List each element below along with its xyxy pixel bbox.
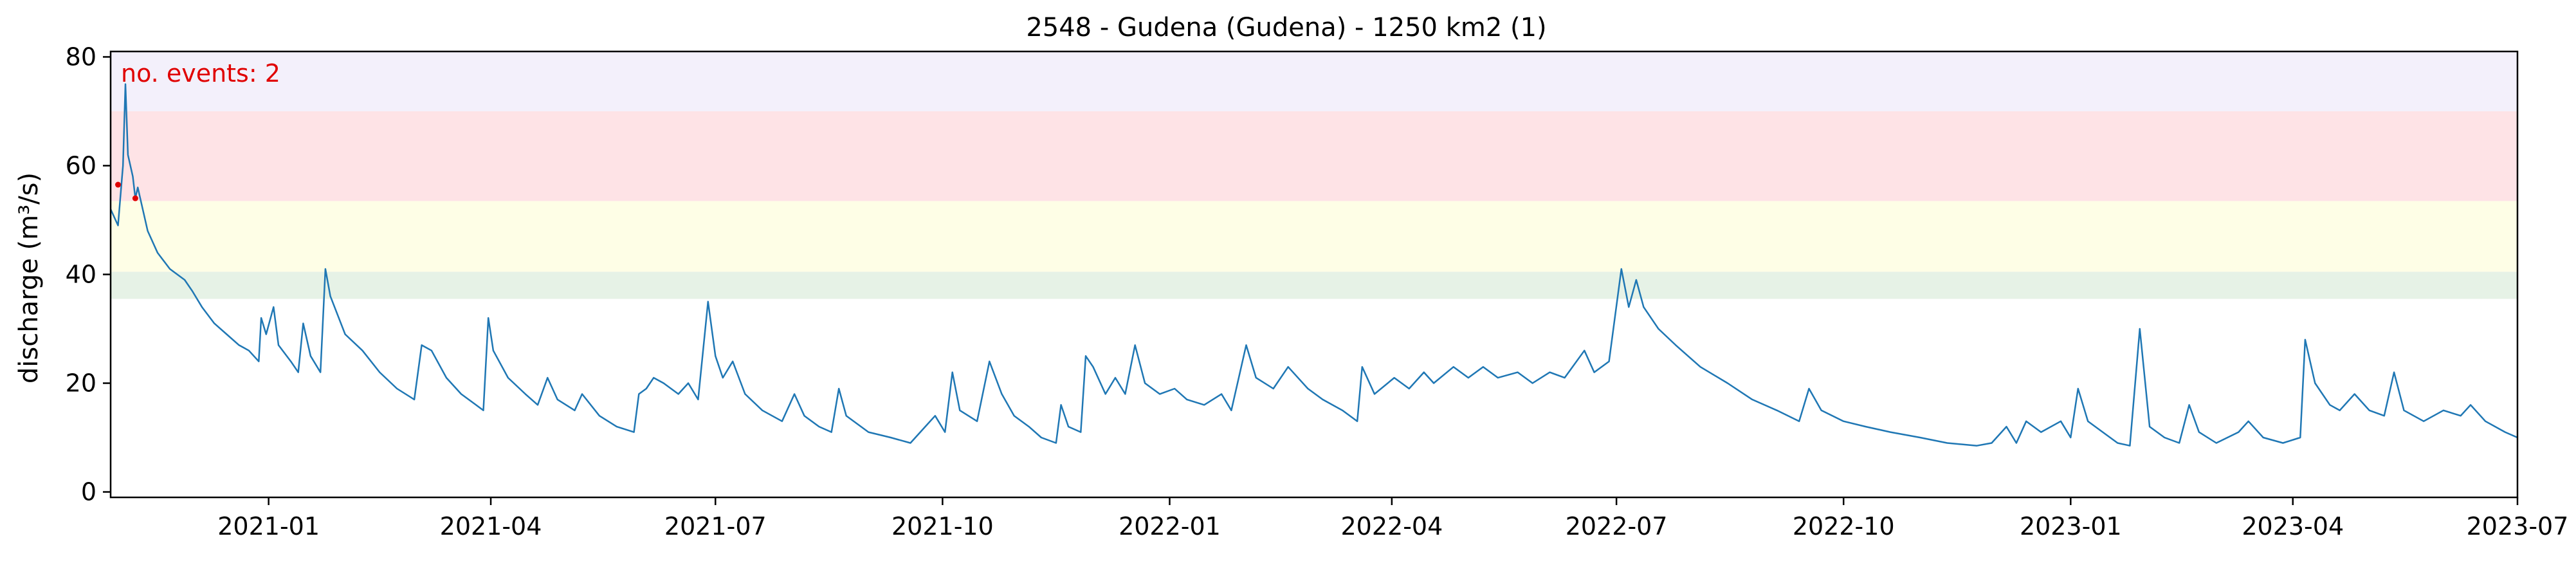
y-tick-label: 0 <box>81 478 96 506</box>
x-tick-label: 2023-04 <box>2242 512 2344 540</box>
x-tick-label: 2022-01 <box>1119 512 1221 540</box>
y-tick-label: 60 <box>66 151 96 180</box>
plot-frame <box>109 50 2519 499</box>
x-tick-label: 2021-07 <box>664 512 767 540</box>
y-axis: 0 20 40 60 80 <box>66 42 111 506</box>
x-tick-label: 2023-01 <box>2020 512 2122 540</box>
event-markers <box>115 181 138 201</box>
y-tick-label: 20 <box>66 369 96 398</box>
x-axis: 2021-01 2021-04 2021-07 2021-10 2022-01 2022-… <box>217 497 2568 540</box>
x-tick-label: 2022-07 <box>1566 512 1668 540</box>
series-layer <box>109 83 2518 447</box>
threshold-band-1 <box>111 272 2517 299</box>
events-annotation: no. events: 2 <box>121 59 280 88</box>
threshold-band-2 <box>111 201 2517 272</box>
threshold-bands <box>111 51 2517 299</box>
x-tick-label: 2022-04 <box>1341 512 1443 540</box>
x-tick-label: 2021-04 <box>440 512 542 540</box>
event-marker-2 <box>132 195 138 201</box>
event-marker-1 <box>115 181 122 188</box>
y-tick-label: 40 <box>66 261 96 289</box>
x-tick-label: 2021-10 <box>891 512 994 540</box>
x-tick-label: 2021-01 <box>217 512 320 540</box>
y-tick-label: 80 <box>66 42 96 71</box>
x-tick-label: 2022-10 <box>1793 512 1895 540</box>
x-tick-label: 2023-07 <box>2467 512 2569 540</box>
discharge-series-line <box>109 83 2518 447</box>
y-axis-label: discharge (m³/s) <box>14 172 44 383</box>
chart-title: 2548 - Gudena (Gudena) - 1250 km2 (1) <box>1026 13 1546 42</box>
threshold-band-4 <box>111 51 2517 111</box>
threshold-band-3 <box>111 111 2517 201</box>
